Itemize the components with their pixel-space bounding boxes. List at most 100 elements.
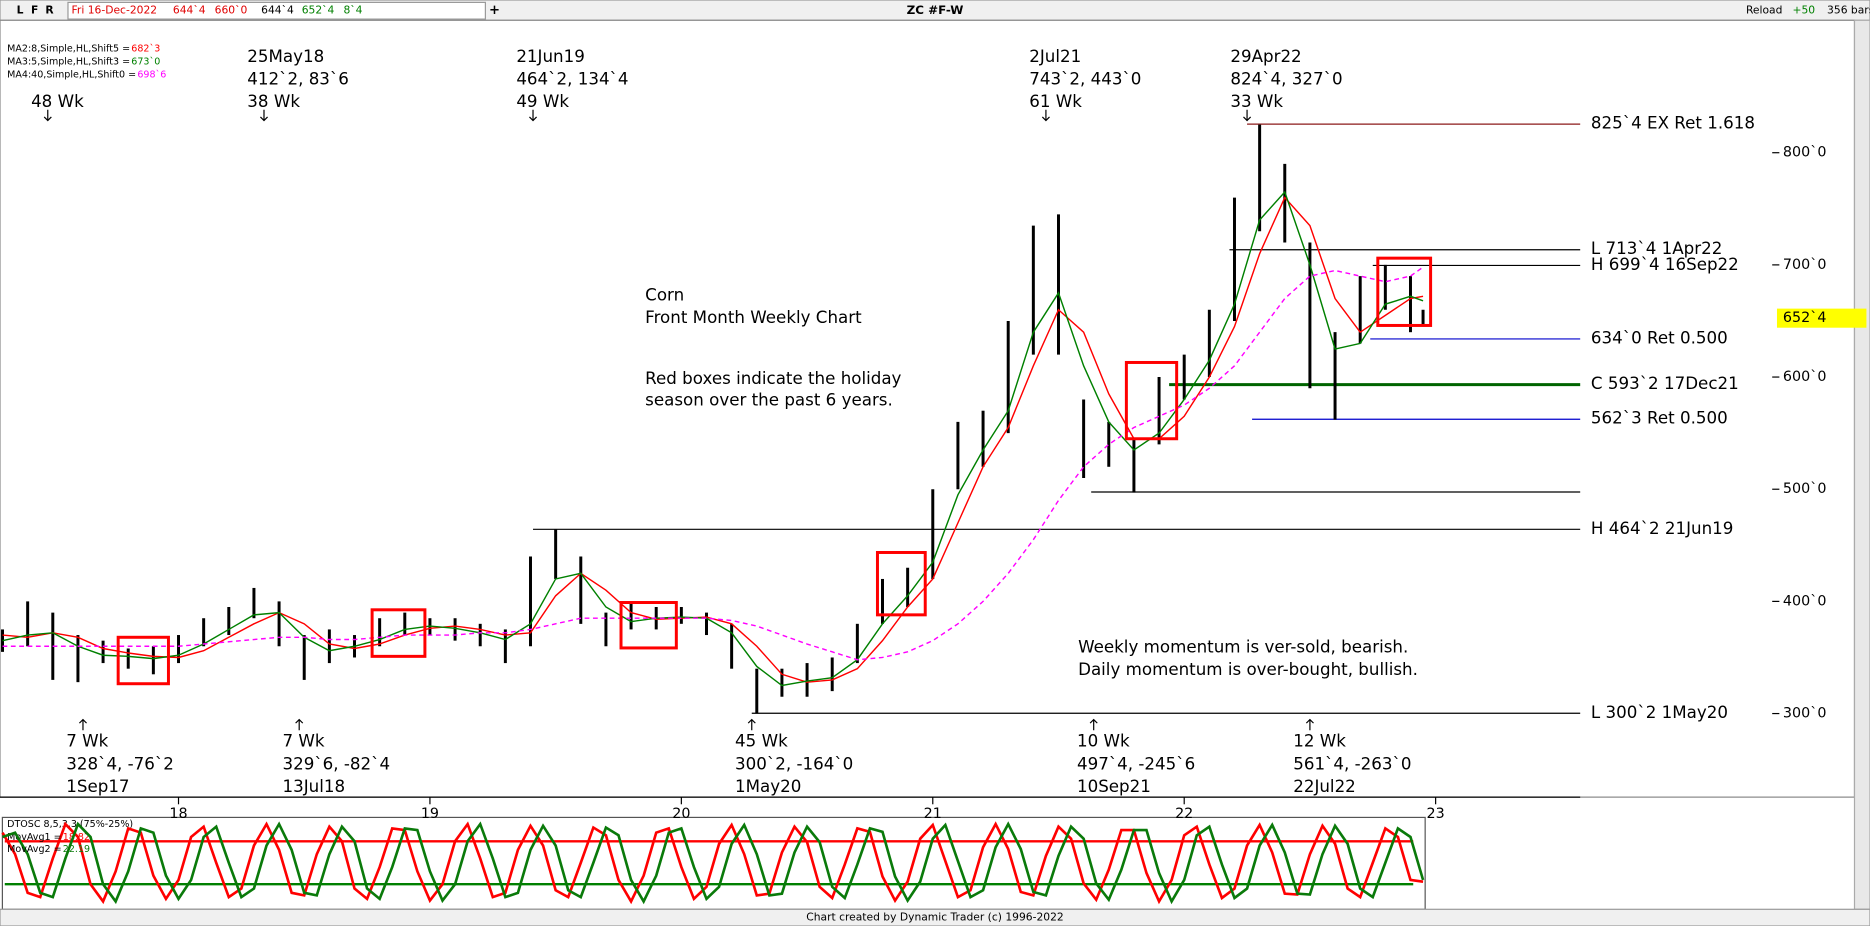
pivot-label: 38 Wk (247, 91, 300, 111)
pivot-label: 7 Wk (66, 731, 108, 751)
pivot-arrow (78, 718, 87, 731)
quote-field: Fri 16-Dec-2022 (72, 4, 158, 17)
quote-field: 660`0 (215, 4, 248, 17)
pivot-label: 12 Wk (1293, 731, 1346, 751)
legend-value: 682`3 (131, 43, 160, 54)
moving-average (2, 190, 1424, 687)
pivot-label: 22Jul22 (1293, 776, 1356, 796)
x-tick-label: 19 (421, 806, 439, 822)
x-tick-label: 21 (924, 806, 942, 822)
note: season over the past 6 years. (645, 389, 893, 409)
quote-field: 644`4 (173, 4, 206, 17)
chart-title: ZC #F-W (907, 3, 964, 17)
toolbar-button[interactable]: F (31, 4, 38, 17)
oscillator-title: DTOSC 8,5,3,3 (75%-25%) (7, 819, 133, 830)
bar-count: 356 bars (1827, 4, 1870, 17)
y-tick-label: 800`0 (1783, 145, 1827, 161)
pivot-label: 25May18 (247, 46, 324, 66)
pivot-label: 13Jul18 (282, 776, 345, 796)
legend-value: 673`0 (131, 57, 160, 68)
level-label: H 464`2 21Jun19 (1591, 518, 1733, 538)
price-panel (0, 19, 1856, 798)
legend-entry: MovAvg2 = (7, 844, 61, 855)
pivot-label: 29Apr22 (1230, 46, 1301, 66)
note: Weekly momentum is ver-sold, bearish. (1078, 636, 1408, 656)
x-tick-label: 23 (1427, 806, 1445, 822)
pivot-label: 2Jul21 (1029, 46, 1081, 66)
holiday-box (370, 608, 427, 658)
holiday-box (1376, 256, 1433, 327)
holiday-box (619, 601, 678, 650)
pivot-label: 824`4, 327`0 (1230, 68, 1342, 88)
note: Red boxes indicate the holiday (645, 368, 901, 388)
tab-button[interactable]: + (489, 3, 500, 18)
moving-average (2, 266, 1424, 661)
note: Daily momentum is over-bought, bullish. (1078, 659, 1418, 679)
x-tick-label: 22 (1175, 806, 1193, 822)
legend-value: 18.82 (63, 832, 90, 843)
level-label: C 593`2 17Dec21 (1591, 373, 1739, 393)
pivot-label: 561`4, -263`0 (1293, 753, 1411, 773)
pivot-label: 497`4, -245`6 (1077, 753, 1195, 773)
pivot-arrow (747, 718, 756, 731)
pivot-arrow (1041, 109, 1050, 122)
note: Front Month Weekly Chart (645, 307, 862, 327)
level-label: L 713`4 1Apr22 (1591, 238, 1722, 258)
legend-entry: MA2:8,Simple,HL,Shift5 = (7, 43, 130, 54)
scrollbar (1853, 19, 1870, 910)
quote-field: 652`4 (302, 4, 335, 17)
y-tick-label: 600`0 (1783, 369, 1827, 385)
pivot-arrow (1305, 718, 1314, 731)
level-label: 825`4 EX Ret 1.618 (1591, 113, 1755, 133)
pivot-label: 61 Wk (1029, 91, 1082, 111)
holiday-box (116, 635, 170, 686)
level-label: L 300`2 1May20 (1591, 702, 1728, 722)
pivot-label: 1Sep17 (66, 776, 129, 796)
holiday-box (1124, 360, 1179, 441)
level-label: 634`0 Ret 0.500 (1591, 327, 1728, 347)
pivot-arrow (1089, 718, 1098, 731)
pivot-arrow (43, 109, 52, 122)
pivot-label: 21Jun19 (516, 46, 585, 66)
plus-button[interactable]: +50 (1792, 4, 1815, 17)
reload-button[interactable]: Reload (1746, 4, 1782, 17)
moving-average (2, 196, 1424, 683)
y-tick-label: 700`0 (1783, 257, 1827, 273)
pivot-label: 45 Wk (735, 731, 788, 751)
legend-entry: MA3:5,Simple,HL,Shift3 = (7, 57, 130, 68)
pivot-label: 464`2, 134`4 (516, 68, 628, 88)
pivot-label: 10 Wk (1077, 731, 1130, 751)
x-tick-label: 20 (672, 806, 690, 822)
pivot-label: 48 Wk (31, 91, 84, 111)
pivot-label: 743`2, 443`0 (1029, 68, 1141, 88)
pivot-arrow (529, 109, 538, 122)
y-tick-label: 300`0 (1783, 706, 1827, 722)
legend-value: 22.19 (63, 844, 90, 855)
pivot-label: 7 Wk (282, 731, 324, 751)
pivot-label: 329`6, -82`4 (282, 753, 390, 773)
quote-box (67, 1, 486, 20)
legend-entry: MovAvg1 = (7, 832, 61, 843)
y-tick-label: 500`0 (1783, 481, 1827, 497)
pivot-arrow (259, 109, 268, 122)
quote-field: 644`4 (261, 4, 294, 17)
quote-field: 8`4 (343, 4, 362, 17)
last-price-label: 652`4 (1783, 310, 1827, 326)
holiday-box (875, 550, 927, 617)
note: Corn (645, 284, 684, 304)
footer: Chart created by Dynamic Trader (c) 1996… (806, 911, 1064, 924)
y-tick-label: 400`0 (1783, 593, 1827, 609)
pivot-label: 412`2, 83`6 (247, 68, 349, 88)
level-label: 562`3 Ret 0.500 (1591, 408, 1728, 428)
pivot-label: 33 Wk (1230, 91, 1283, 111)
legend-entry: MA4:40,Simple,HL,Shift0 = (7, 70, 136, 81)
pivot-label: 300`2, -164`0 (735, 753, 853, 773)
pivot-arrow (295, 718, 304, 731)
toolbar-button[interactable]: L (17, 4, 24, 17)
pivot-arrow (1243, 109, 1252, 122)
toolbar-button[interactable]: R (45, 4, 54, 17)
level-label: H 699`4 16Sep22 (1591, 254, 1739, 274)
